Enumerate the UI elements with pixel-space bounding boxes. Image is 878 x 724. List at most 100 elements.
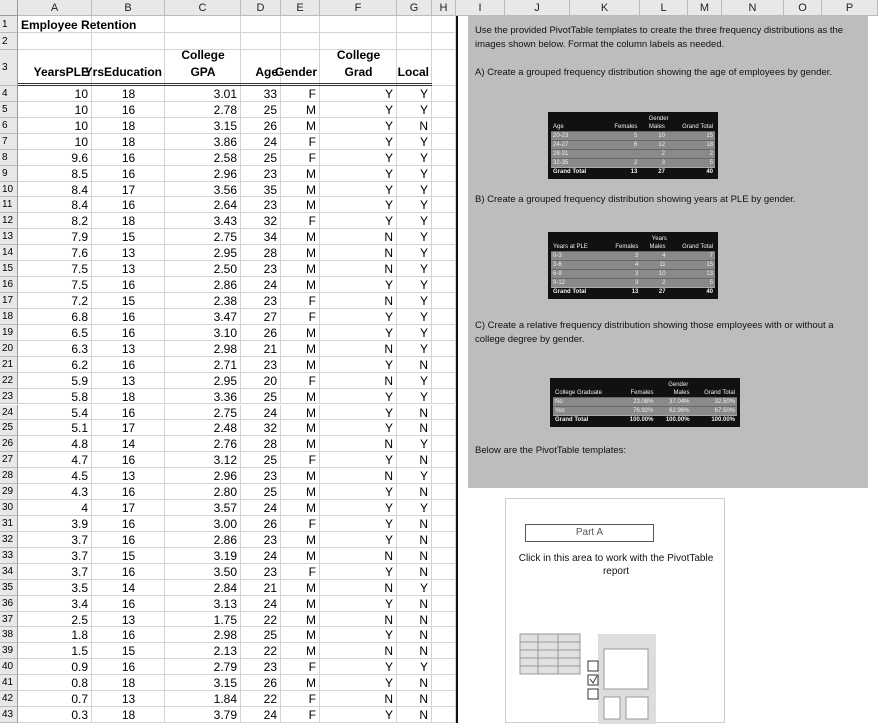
grid-cell (92, 229, 165, 246)
grid-cell (165, 627, 241, 644)
grid-cell (92, 340, 165, 357)
grid-cell (432, 229, 456, 246)
grid-cell (165, 436, 241, 453)
pivot-value: 37.04% (655, 397, 692, 407)
pivot-row: College Graduate Females Males Grand Total (553, 389, 737, 398)
grid-cell (165, 595, 241, 612)
grid-cell (281, 340, 320, 357)
pivot-value: 4 (640, 251, 668, 261)
grid-cell (320, 627, 397, 644)
row-header: 20 (0, 340, 18, 357)
divider (456, 16, 458, 723)
grid-cell (320, 515, 397, 532)
grid-cell (320, 133, 397, 150)
pivot-table: Gender Age Females Males Grand Total 20-23 5 10… (551, 115, 715, 176)
pivot-row: Grand Total 13 27 40 (551, 167, 715, 176)
data-cell: Y (419, 150, 428, 165)
data-cell: 17 (121, 421, 136, 436)
grid-cell (165, 468, 241, 485)
grid-cell (165, 675, 241, 692)
grid-cell (397, 500, 432, 516)
data-cell: 23 (263, 532, 277, 547)
grid-cell (18, 372, 92, 389)
grid-cell (241, 388, 281, 405)
data-cell: Y (419, 437, 428, 452)
grid-cell (241, 197, 281, 214)
grid-cell (241, 277, 281, 294)
pivot-column: Grand Total (682, 124, 713, 130)
data-cell: 3.12 (213, 453, 237, 468)
data-cell: 9.6 (71, 150, 88, 165)
data-cell: 16 (121, 357, 136, 372)
grid-cell (320, 308, 397, 325)
grid-cell (92, 468, 165, 485)
data-cell: N (419, 708, 428, 723)
pivot-row: Gender (553, 381, 737, 389)
data-cell: 27 (263, 309, 277, 324)
grid-cell (320, 643, 397, 660)
grid-cell (320, 213, 397, 230)
data-cell: 15 (121, 230, 136, 245)
pivot-value: 6 (602, 140, 640, 150)
row-header: 30 (0, 500, 18, 516)
grid-cell (18, 563, 92, 580)
grid-cell (18, 149, 92, 166)
data-cell: 2.75 (213, 230, 237, 245)
pivot-value: 11 (640, 260, 668, 270)
data-cell: 0.3 (71, 708, 88, 723)
pivot-placeholder[interactable]: Part A Click in this area to work with t… (505, 498, 725, 724)
data-cell: Y (384, 660, 393, 675)
grid-cell (92, 86, 165, 102)
grid-cell (92, 277, 165, 294)
grid-cell (18, 420, 92, 437)
data-cell: 3.47 (213, 309, 237, 324)
grid-cell (397, 515, 432, 532)
grid-cell (397, 356, 432, 373)
data-cell: M (306, 118, 316, 133)
pivot-row-label: Years at PLE (553, 244, 588, 250)
grid-cell (165, 133, 241, 150)
grid-cell (432, 197, 456, 214)
grid-cell (281, 563, 320, 580)
grid-cell (320, 356, 397, 373)
row-header: 35 (0, 579, 18, 596)
instruction-text: B) Create a grouped frequency distributi… (475, 194, 796, 205)
data-cell: 23 (263, 564, 277, 579)
pivot-row-label: Age (553, 124, 564, 130)
pivot-label: 28-31 (551, 149, 603, 159)
sheet-title: Employee Retention (21, 18, 137, 32)
grid-cell (18, 388, 92, 405)
data-cell: 3.01 (213, 87, 237, 101)
grid-cell (320, 117, 397, 134)
pivot-total: 40 (666, 167, 715, 176)
data-cell: 3.5 (71, 580, 88, 595)
grid-cell (432, 531, 456, 548)
pivot-row: Years at PLE Females Males Grand Total (551, 243, 715, 252)
grid-cell (320, 340, 397, 357)
grid-cell (397, 579, 432, 596)
data-cell: 21 (263, 580, 277, 595)
grid-cell (18, 579, 92, 596)
grid-cell (320, 468, 397, 485)
data-cell: 5.9 (71, 373, 88, 388)
pivot-column: Females (630, 390, 654, 396)
data-cell: 25 (263, 102, 277, 117)
grid-cell (18, 547, 92, 564)
column-label: College GPA (165, 48, 241, 86)
data-cell: 26 (263, 118, 277, 133)
data-cell: 3.43 (213, 214, 237, 229)
data-cell: Y (384, 485, 393, 500)
grid-cell (18, 595, 92, 612)
grid-cell (397, 484, 432, 501)
grid-cell (281, 245, 320, 262)
data-cell: F (308, 708, 316, 723)
grid-cell (165, 181, 241, 198)
data-cell: Y (419, 309, 428, 324)
pivot-value: 3 (603, 278, 641, 288)
row-header: 10 (0, 181, 18, 198)
grid-cell (397, 468, 432, 485)
corner (0, 0, 18, 16)
grid-cell (397, 611, 432, 628)
pivot-row: Years (551, 235, 715, 243)
column-label: College Grad (320, 48, 397, 86)
